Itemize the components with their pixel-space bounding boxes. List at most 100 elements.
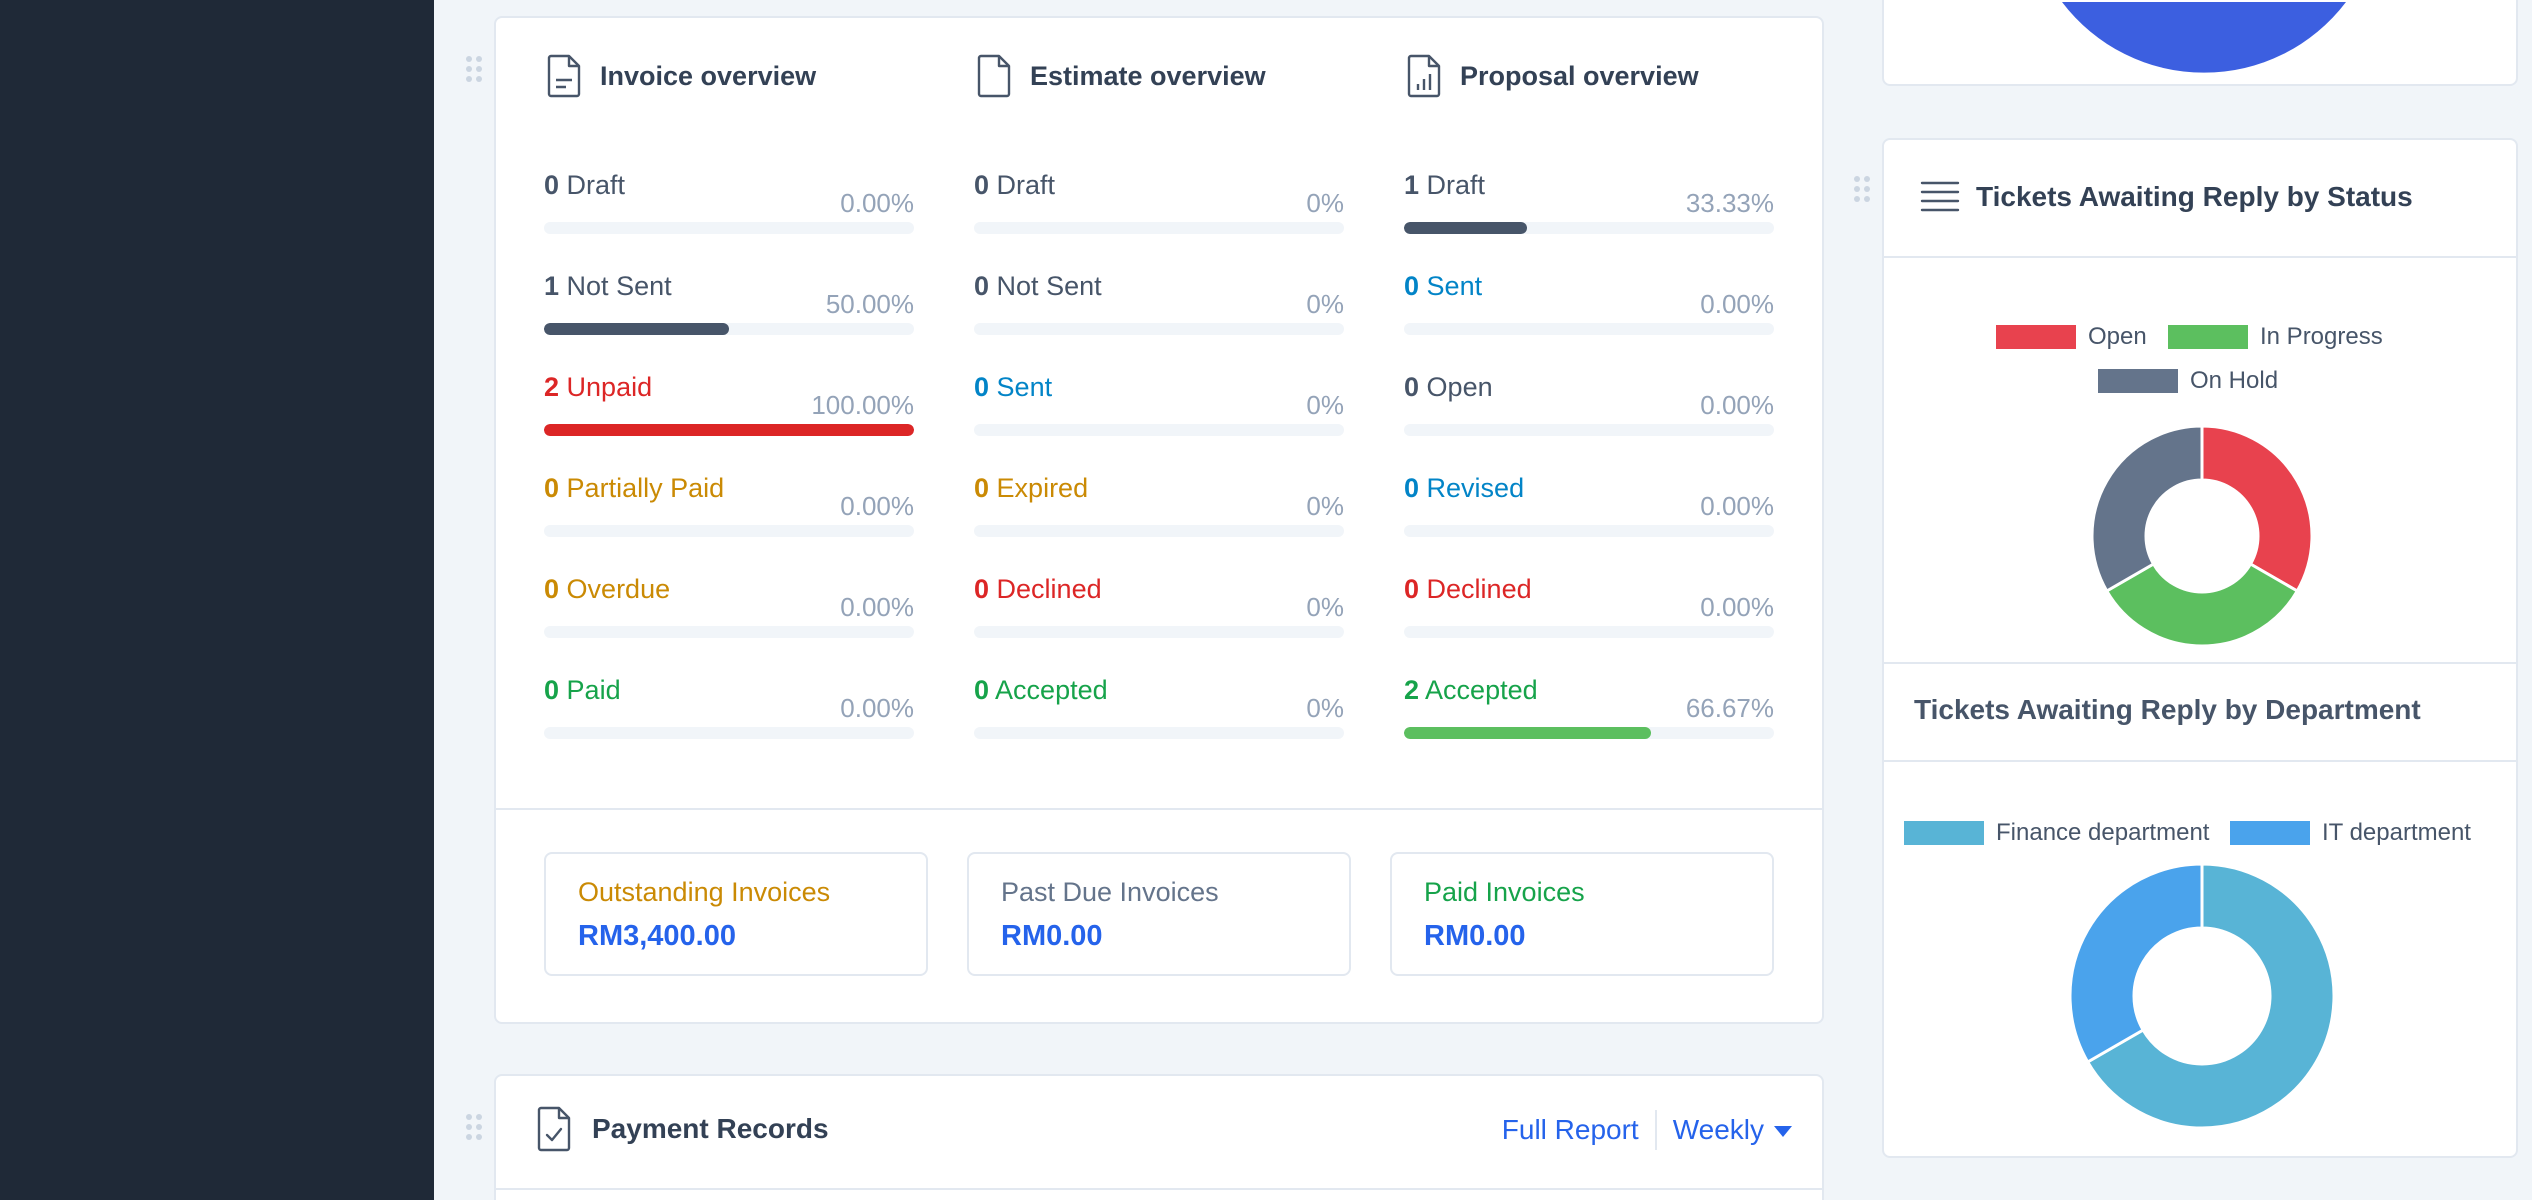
slice-in-progress[interactable] [2104, 561, 2300, 648]
stat-percent: 0% [1306, 592, 1344, 622]
legend-item-in-progress[interactable]: In Progress [2168, 322, 2383, 352]
stat-text: Not Sent [996, 271, 1102, 301]
legend-item-on-hold[interactable]: On Hold [2098, 366, 2278, 396]
tickets-by-status-title: Tickets Awaiting Reply by Status [1976, 181, 2413, 212]
estimate-stat-declined[interactable]: 0 Declined 0% [974, 572, 1344, 638]
legend-item-open[interactable]: Open [1996, 322, 2147, 352]
progress-bar [974, 222, 1344, 234]
progress-bar [1404, 525, 1774, 537]
slice-finance-department[interactable] [2085, 862, 2336, 1130]
estimate-stat-sent[interactable]: 0 Sent 0% [974, 370, 1344, 436]
invoice-overview-title: Invoice overview [600, 60, 817, 91]
legend-label: IT department [2322, 819, 2471, 846]
period-dropdown-label: Weekly [1672, 1114, 1764, 1145]
proposal-stat-draft[interactable]: 1 Draft 33.33% [1404, 168, 1774, 234]
document-chart-icon [1407, 54, 1441, 98]
payment-records-header: Payment Records [534, 1106, 829, 1152]
stat-text: Expired [996, 473, 1089, 503]
drag-handle-icon[interactable] [466, 56, 484, 84]
stat-text: Sent [996, 372, 1053, 402]
stat-percent: 0.00% [840, 491, 914, 521]
caret-down-icon [1774, 1126, 1792, 1138]
invoice-stat-unpaid[interactable]: 2 Unpaid 100.00% [544, 370, 914, 436]
stat-label: 0 Accepted [974, 673, 1108, 707]
invoice-stat-draft[interactable]: 0 Draft 0.00% [544, 168, 914, 234]
document-text-icon [547, 54, 581, 98]
stat-text: Open [1426, 372, 1493, 402]
invoice-stat-paid[interactable]: 0 Paid 0.00% [544, 673, 914, 739]
slice-open[interactable] [2200, 424, 2314, 594]
invoice-stat-partially-paid[interactable]: 0 Partially Paid 0.00% [544, 471, 914, 537]
stat-label: 0 Revised [1404, 471, 1524, 505]
progress-bar [1404, 424, 1774, 436]
estimate-stat-draft[interactable]: 0 Draft 0% [974, 168, 1344, 234]
full-report-link[interactable]: Full Report [1501, 1114, 1639, 1145]
stat-text: Accepted [995, 675, 1108, 705]
stat-label: 0 Partially Paid [544, 471, 724, 505]
legend-item-it-department[interactable]: IT department [2230, 818, 2471, 848]
outstanding-invoices-value: RM3,400.00 [578, 920, 736, 952]
legend-label: On Hold [2190, 367, 2279, 394]
progress-bar [1404, 222, 1774, 234]
slice-it-department[interactable] [2068, 862, 2204, 1065]
invoice-stat-not-sent[interactable]: 1 Not Sent 50.00% [544, 269, 914, 335]
progress-bar [544, 323, 914, 335]
progress-fill [544, 323, 729, 335]
estimate-stat-expired[interactable]: 0 Expired 0% [974, 471, 1344, 537]
progress-fill [1404, 222, 1528, 234]
stat-percent: 0% [1306, 188, 1344, 218]
stat-label: 0 Draft [544, 168, 625, 202]
stat-text: Not Sent [566, 271, 672, 301]
legend-swatch [1904, 821, 1984, 845]
stat-count: 0 [1404, 473, 1420, 503]
drag-handle-icon[interactable] [466, 1114, 484, 1142]
progress-bar [1404, 727, 1774, 739]
proposal-stat-accepted[interactable]: 2 Accepted 66.67% [1404, 673, 1774, 739]
stat-percent: 50.00% [825, 289, 914, 319]
slice-on-hold[interactable] [2090, 424, 2204, 594]
proposal-stat-revised[interactable]: 0 Revised 0.00% [1404, 471, 1774, 537]
progress-bar [974, 626, 1344, 638]
stat-count: 0 [974, 574, 990, 604]
stat-label: 0 Paid [544, 673, 621, 707]
stat-text: Draft [1426, 170, 1486, 200]
estimate-stat-not-sent[interactable]: 0 Not Sent 0% [974, 269, 1344, 335]
divider [496, 808, 1822, 810]
document-check-icon [537, 1106, 571, 1152]
stat-text: Sent [1426, 271, 1483, 301]
stat-percent: 0% [1306, 390, 1344, 420]
progress-bar [974, 323, 1344, 335]
invoice-stat-overdue[interactable]: 0 Overdue 0.00% [544, 572, 914, 638]
estimate-stat-accepted[interactable]: 0 Accepted 0% [974, 673, 1344, 739]
stat-text: Declined [996, 574, 1102, 604]
stat-count: 2 [544, 372, 560, 402]
past-due-invoices-value: RM0.00 [1001, 920, 1103, 952]
stat-count: 0 [544, 170, 560, 200]
progress-fill [1404, 727, 1651, 739]
tickets-card: Tickets Awaiting Reply by Status Open In… [1882, 138, 2518, 1158]
stat-count: 0 [974, 372, 990, 402]
past-due-invoices-label: Past Due Invoices [1001, 877, 1219, 907]
proposal-stat-open[interactable]: 0 Open 0.00% [1404, 370, 1774, 436]
stat-percent: 0% [1306, 289, 1344, 319]
stat-percent: 0.00% [1700, 491, 1774, 521]
stat-count: 0 [544, 473, 560, 503]
drag-handle-icon[interactable] [1854, 176, 1872, 204]
stat-text: Revised [1426, 473, 1525, 503]
proposal-stat-declined[interactable]: 0 Declined 0.00% [1404, 572, 1774, 638]
proposal-overview-header: Proposal overview [1404, 54, 1699, 98]
legend-item-finance-department[interactable]: Finance department [1904, 818, 2209, 848]
period-dropdown[interactable]: Weekly [1673, 1114, 1792, 1146]
proposal-stat-sent[interactable]: 0 Sent 0.00% [1404, 269, 1774, 335]
divider [1884, 662, 2516, 664]
paid-invoices-box: Paid Invoices RM0.00 [1390, 852, 1774, 976]
stat-label: 0 Draft [974, 168, 1055, 202]
stat-label: 2 Unpaid [544, 370, 652, 404]
progress-bar [974, 727, 1344, 739]
progress-bar [544, 525, 914, 537]
legend-label: Open [2088, 323, 2147, 350]
stat-label: 0 Declined [1404, 572, 1532, 606]
stat-label: 0 Expired [974, 471, 1088, 505]
separator [1654, 1110, 1657, 1150]
stat-percent: 66.67% [1685, 693, 1774, 723]
